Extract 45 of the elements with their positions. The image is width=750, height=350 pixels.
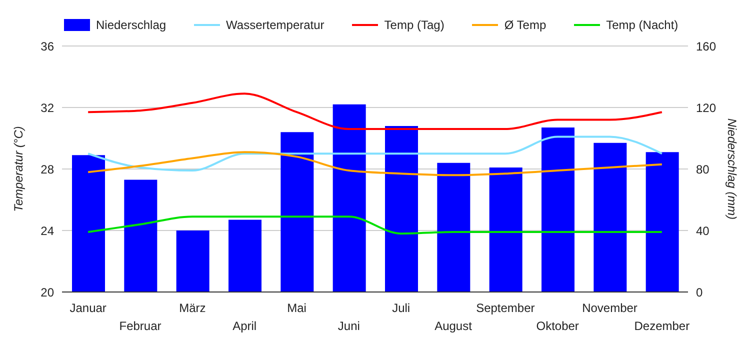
bar <box>280 132 314 292</box>
y2-tick-label: 160 <box>696 39 716 54</box>
bar <box>228 220 262 292</box>
x-tick-label: Juli <box>392 301 410 315</box>
bar <box>437 162 470 292</box>
y-tick-label: 36 <box>40 39 54 54</box>
y2-tick-label: 80 <box>696 162 710 176</box>
line-series <box>87 136 663 172</box>
x-tick-label: September <box>476 301 535 315</box>
y2-tick-label: 120 <box>696 100 716 115</box>
line-series <box>87 151 663 176</box>
legend-label: Temp (Tag) <box>384 18 444 32</box>
bar <box>176 230 210 292</box>
y2-tick-label: 40 <box>696 224 710 238</box>
bar <box>646 152 679 292</box>
x-tick-label: März <box>179 301 206 315</box>
bar <box>385 126 418 292</box>
legend-label: Temp (Nacht) <box>606 18 678 32</box>
x-tick-label: Oktober <box>536 319 579 333</box>
bar <box>594 142 627 292</box>
bar <box>542 127 574 292</box>
y2-tick-label: 0 <box>696 285 703 300</box>
bar <box>489 167 522 292</box>
bar <box>332 104 366 292</box>
legend-label: Ø Temp <box>504 18 546 32</box>
x-tick-label: November <box>582 301 638 315</box>
y-tick-label: 28 <box>40 162 54 176</box>
bar <box>124 180 158 292</box>
x-tick-label: Juni <box>338 319 360 333</box>
x-tick-label: April <box>232 319 257 333</box>
x-tick-label: Januar <box>70 301 106 315</box>
x-tick-label: Dezember <box>634 319 690 333</box>
y-tick-label: 20 <box>40 285 54 300</box>
x-tick-label: Februar <box>119 319 162 333</box>
x-tick-label: Mai <box>287 301 306 315</box>
line-series <box>87 216 663 235</box>
y-tick-label: 24 <box>40 224 54 238</box>
y-tick-label: 32 <box>40 100 54 115</box>
x-tick-label: August <box>434 319 473 333</box>
y2-axis-title: Niederschlag (mm) <box>724 118 739 220</box>
legend-label: Niederschlag <box>96 18 166 32</box>
legend-label: Wassertemperatur <box>226 18 324 32</box>
bar <box>72 155 105 292</box>
line-series <box>87 92 663 130</box>
y-axis-title: Temperatur (°C) <box>11 126 26 212</box>
